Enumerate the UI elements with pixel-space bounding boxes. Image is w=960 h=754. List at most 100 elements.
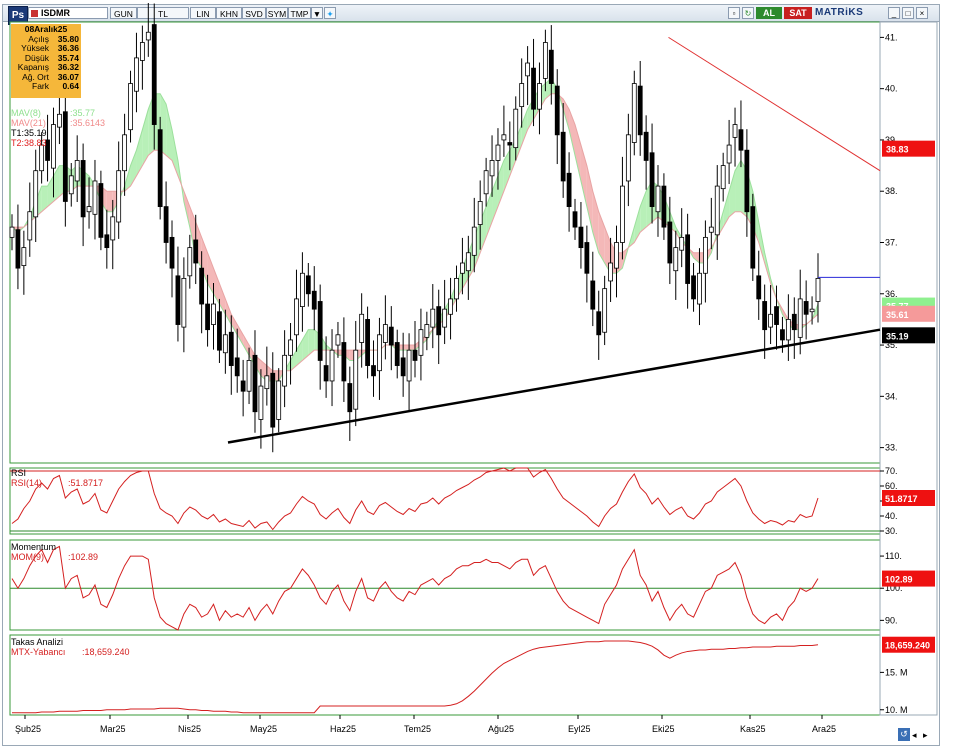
candle-up <box>673 247 679 272</box>
candle-up <box>495 144 501 161</box>
ma-ribbon-up <box>142 109 149 166</box>
symbol-input[interactable]: ISDMR <box>28 7 108 19</box>
candle-up <box>418 329 424 356</box>
candle-up <box>614 242 619 269</box>
takas-value: :18,659.240 <box>82 647 130 657</box>
candle-up <box>471 226 477 256</box>
price-tick-label: 33. <box>885 443 898 453</box>
maximize-icon[interactable]: □ <box>902 7 914 19</box>
candle-up <box>483 170 489 195</box>
ma-ribbon-up <box>302 329 309 361</box>
ma-ribbon-down <box>219 283 226 315</box>
candle-down <box>756 275 762 300</box>
candle-up <box>211 303 216 325</box>
ohlc-value: 36.07 <box>57 71 79 82</box>
candle-down <box>685 234 691 284</box>
minimize-icon[interactable]: _ <box>888 7 900 19</box>
mav8-label: MAV(8) <box>11 108 41 118</box>
price-tick-label: 34. <box>885 391 898 401</box>
candle-down <box>566 172 572 208</box>
toolbar-button-gun[interactable]: GUN <box>110 7 137 19</box>
x-tick-label: May25 <box>250 724 277 734</box>
rsi-value: :51.8717 <box>68 478 104 488</box>
buy-button[interactable]: AL <box>756 7 782 19</box>
toolbar-button-lin[interactable]: LIN <box>190 7 216 19</box>
momentum-line <box>11 545 819 631</box>
takas-line <box>12 640 819 714</box>
ma-ribbon-up <box>634 206 641 243</box>
candle-down <box>637 85 643 136</box>
ma-ribbon-up <box>515 124 522 161</box>
ohlc-key: Ağ. Ort <box>22 71 49 82</box>
candle-up <box>258 385 264 420</box>
resistance-trendline <box>668 36 881 172</box>
tag-t1: 35.19 <box>886 331 909 341</box>
momentum-tick-label: 90. <box>885 615 898 625</box>
candle-down <box>791 313 797 331</box>
toolbar-button-sym[interactable]: SYM <box>266 7 288 19</box>
dropdown-arrow-icon[interactable]: ▼ <box>311 7 323 19</box>
candle-down <box>371 365 376 377</box>
candle-down <box>151 24 157 125</box>
ohlc-value: 36.36 <box>57 43 79 53</box>
candle-down <box>305 275 311 295</box>
lock-icon[interactable]: ▫ <box>728 7 740 19</box>
candle-up <box>542 42 548 79</box>
toolbar-button-tmp[interactable]: TMP <box>288 7 311 19</box>
takas-label: MTX-Yabancı <box>11 647 66 657</box>
candle-up <box>430 308 436 328</box>
ohlc-date: 08Aralık25 <box>24 24 68 34</box>
sync-icon[interactable]: ↺ <box>898 728 910 741</box>
toolbar-button-tl[interactable]: TL <box>137 7 189 19</box>
candle-up <box>139 42 145 61</box>
candle-down <box>667 221 673 264</box>
candle-down <box>803 301 809 315</box>
ma-ribbon-up <box>296 339 303 366</box>
candle-down <box>80 160 86 218</box>
close-icon[interactable]: × <box>916 7 928 19</box>
momentum-panel <box>9 539 881 631</box>
candle-up <box>465 252 471 272</box>
ma-ribbon-up <box>509 139 516 176</box>
x-tick-label: Mar25 <box>100 724 126 734</box>
tag-mav21: 35.61 <box>886 310 909 320</box>
ma-ribbon-down <box>403 345 410 351</box>
candle-up <box>460 262 465 274</box>
candle-up <box>21 247 27 266</box>
candle-down <box>691 275 696 300</box>
candle-down <box>643 131 649 161</box>
candle-up <box>116 170 122 223</box>
momentum-label: MOM(9) <box>11 552 44 562</box>
candle-down <box>774 306 779 325</box>
toolbar-button-svd[interactable]: SVD <box>242 7 266 19</box>
ohlc-value: 0.64 <box>62 81 79 91</box>
sell-button[interactable]: SAT <box>784 7 812 19</box>
scroll-left-icon[interactable]: ◂ <box>912 730 917 740</box>
twitter-icon[interactable]: ✦ <box>324 7 336 19</box>
x-tick-label: Kas25 <box>740 724 766 734</box>
candle-up <box>406 349 412 382</box>
symbol-label: ISDMR <box>41 8 70 18</box>
candle-up <box>187 247 193 277</box>
candle-up <box>720 165 726 190</box>
ma-ribbon-up <box>308 329 315 356</box>
candle-up <box>732 124 738 138</box>
ma-ribbon-up <box>640 191 647 233</box>
x-tick-label: Nis25 <box>178 724 201 734</box>
scroll-right-icon[interactable]: ▸ <box>923 730 928 740</box>
candle-up <box>246 360 252 392</box>
momentum-tag: 102.89 <box>885 575 913 585</box>
status-icons[interactable]: ↺ ◂ ▸ <box>898 728 938 743</box>
candle-down <box>572 211 578 228</box>
candle-down <box>548 49 554 84</box>
takas-tag-bg <box>882 636 935 653</box>
toolbar-button-khn[interactable]: KHN <box>216 7 242 19</box>
ma-ribbon-down <box>586 165 593 233</box>
ohlc-value: 35.74 <box>57 52 79 63</box>
candle-down <box>347 383 353 413</box>
candle-up <box>33 170 39 218</box>
refresh-icon[interactable]: ↻ <box>742 7 754 19</box>
ma-ribbon-up <box>521 109 528 146</box>
price-tick-label: 36. <box>885 289 898 299</box>
